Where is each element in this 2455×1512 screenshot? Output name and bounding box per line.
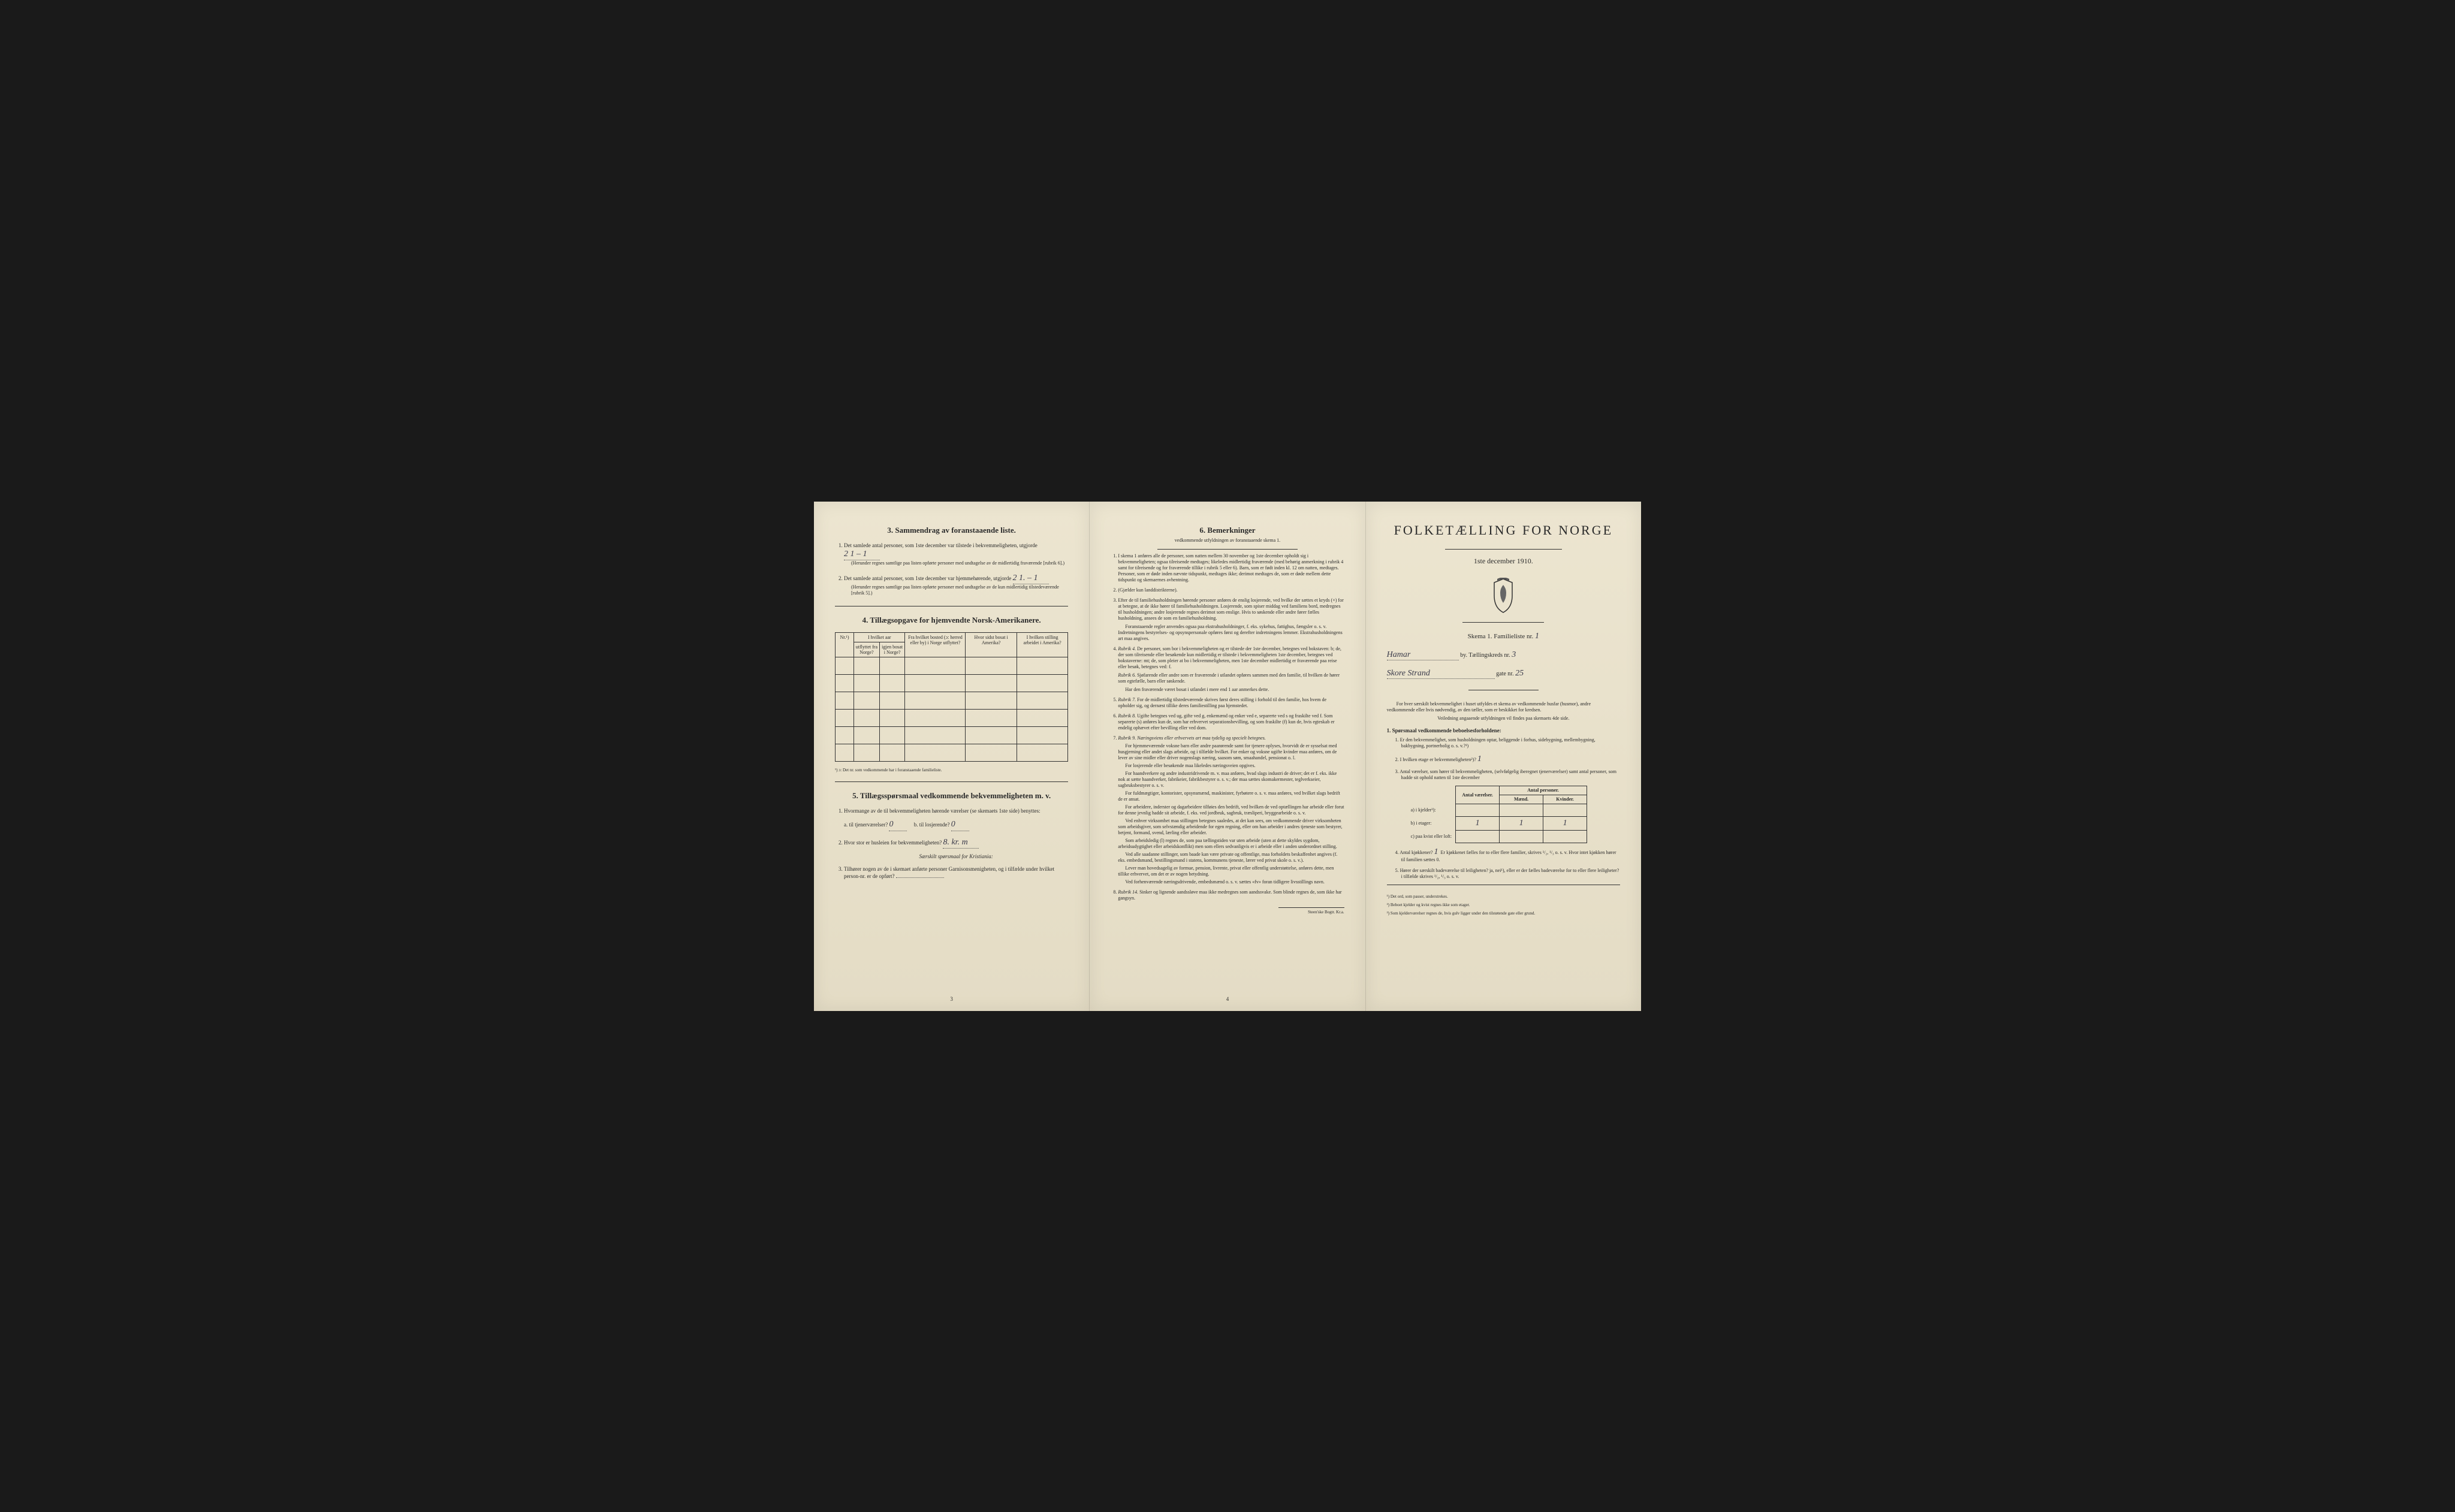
footnote-1: ¹) Det ord, som passer, understrekes. — [1387, 894, 1620, 899]
summary-2-text: Det samlede antal personer, som 1ste dec… — [844, 575, 1011, 581]
q3: 3. Antal værelser, som hører til bekvemm… — [1395, 769, 1620, 781]
section-1-title: 1. Spørsmaal vedkommende beboelsesforhol… — [1387, 728, 1620, 734]
q1: 1. Er den bekvemmelighet, som husholdnin… — [1395, 737, 1620, 749]
section-4-title: 4. Tillægsopgave for hjemvendte Norsk-Am… — [835, 615, 1068, 625]
table-row: c) paa kvist eller loft: — [1407, 830, 1587, 843]
table-row — [836, 674, 1068, 692]
skema-line: Skema 1. Familieliste nr. 1 — [1387, 632, 1620, 641]
emigrant-table: Nr.¹) I hvilket aar Fra hvilket bosted (… — [835, 632, 1068, 762]
col-nr: Nr.¹) — [836, 632, 854, 657]
intro-text: For hver særskilt bekvemmelighet i huset… — [1387, 701, 1620, 713]
page-4: 6. Bemerkninger vedkommende utfyldningen… — [1090, 502, 1365, 1011]
table-row — [836, 657, 1068, 674]
col-position: I hvilken stilling arbeidet i Amerika? — [1017, 632, 1067, 657]
q5-2-text: Hvor stor er husleien for bekvemmelighet… — [844, 840, 942, 846]
address-by: Hamar by. Tællingskreds nr. 3 — [1387, 650, 1620, 660]
page-number: 4 — [1226, 996, 1229, 1002]
note-3: Efter de til familiehusholdningen hørend… — [1118, 597, 1344, 642]
gate-name: Skore Strand — [1387, 669, 1495, 679]
col-from: Fra hvilket bosted (ɔ: herred eller by) … — [905, 632, 966, 657]
section-6-sub: vedkommende utfyldningen av foranstaaend… — [1111, 538, 1344, 543]
q5-2-value: 8. kr. m — [943, 837, 979, 849]
printer-mark: Steen'ske Bogtr. Kr.a. — [1278, 907, 1344, 915]
q2: 2. I hvilken etage er bekvemmeligheten²)… — [1395, 754, 1620, 765]
footnote-3: ³) Som kjelderværelser regnes de, hvis g… — [1387, 911, 1620, 916]
summary-1-value: 2 1 – 1 — [844, 549, 880, 560]
q4-value: 1 — [1434, 847, 1438, 856]
gate-nr: 25 — [1515, 669, 1524, 678]
q5-1a-value: 0 — [889, 819, 907, 831]
q5-3: Tilhører nogen av de i skemaet anførte p… — [844, 866, 1068, 880]
table-row — [836, 726, 1068, 744]
coat-of-arms-icon — [1387, 578, 1620, 615]
intro-note: Veiledning angaaende utfyldningen vil fi… — [1387, 716, 1620, 722]
q5-1a-label: a. til tjenerværelser? — [844, 822, 888, 828]
summary-1-note: (Herunder regnes samtlige paa listen opf… — [844, 560, 1068, 566]
main-title: FOLKETÆLLING FOR NORGE — [1387, 523, 1620, 538]
summary-item-2: Det samlede antal personer, som 1ste dec… — [844, 573, 1068, 597]
table-row: b) i etager: 1 1 1 — [1407, 817, 1587, 831]
q5-1-text: Hvormange av de til bekvemmeligheten hør… — [844, 808, 1040, 814]
summary-1-text: Det samlede antal personer, som 1ste dec… — [844, 542, 1038, 548]
census-date: 1ste december 1910. — [1387, 557, 1620, 566]
footnote-2: ²) Beboet kjelder og kvist regnes ikke s… — [1387, 903, 1620, 907]
q5-1b-value: 0 — [951, 819, 969, 831]
col-emigrated: utflyttet fra Norge? — [854, 642, 880, 657]
kreds-nr: 3 — [1512, 650, 1516, 659]
census-document: 3. Sammendrag av foranstaaende liste. De… — [814, 502, 1641, 1011]
col-returned: igjen bosat i Norge? — [879, 642, 905, 657]
col-last-america: Hvor sidst bosat i Amerika? — [966, 632, 1017, 657]
by-name: Hamar — [1387, 650, 1459, 660]
q5-2-note: Særskilt spørsmaal for Kristiania: — [844, 853, 1068, 861]
q5-3-text: Tilhører nogen av de i skemaet anførte p… — [844, 866, 1054, 879]
section-5-title: 5. Tillægsspørsmaal vedkommende bekvemme… — [835, 791, 1068, 801]
q2-value: 1 — [1477, 755, 1482, 763]
note-1: I skema 1 anføres alle de personer, som … — [1118, 553, 1344, 583]
section-6-title: 6. Bemerkninger — [1111, 526, 1344, 535]
q5: 5. Hører der særskilt badeværelse til le… — [1395, 868, 1620, 880]
table-row — [836, 744, 1068, 761]
section-3-title: 3. Sammendrag av foranstaaende liste. — [835, 526, 1068, 535]
note-8: Rubrik 14. Sinker og lignende aandssløve… — [1118, 889, 1344, 901]
table-footnote: ¹) ɔ: Det nr. som vedkommende har i fora… — [835, 768, 1068, 772]
table-row: a) i kjelder³): — [1407, 804, 1587, 817]
note-5: Rubrik 7. For de midlertidig tilstedevær… — [1118, 697, 1344, 709]
summary-2-value: 2 1. – 1 — [1013, 573, 1049, 584]
familieliste-nr: 1 — [1535, 632, 1539, 641]
q5-1: Hvormange av de til bekvemmeligheten hør… — [844, 808, 1068, 831]
note-7: Rubrik 9. Næringsviens eller erhvervets … — [1118, 735, 1344, 885]
note-2: (Gjælder kun landdistrikterne). — [1118, 587, 1344, 593]
summary-item-1: Det samlede antal personer, som 1ste dec… — [844, 542, 1068, 567]
page-number: 3 — [950, 996, 953, 1002]
rooms-table: Antal værelser. Antal personer. Mænd. Kv… — [1407, 786, 1587, 843]
page-front: FOLKETÆLLING FOR NORGE 1ste december 191… — [1366, 502, 1641, 1011]
note-4: Rubrik 4. De personer, som bor i bekvemm… — [1118, 646, 1344, 693]
q4: 4. Antal kjøkkener? 1 Er kjøkkenet fælle… — [1395, 847, 1620, 864]
q5-2: Hvor stor er husleien for bekvemmelighet… — [844, 837, 1068, 861]
col-year-group: I hvilket aar — [854, 632, 905, 642]
page-3: 3. Sammendrag av foranstaaende liste. De… — [814, 502, 1090, 1011]
q5-3-blank — [896, 877, 944, 878]
summary-2-note: (Herunder regnes samtlige paa listen opf… — [844, 584, 1068, 597]
q5-1b-label: b. til losjerende? — [914, 822, 950, 828]
note-6: Rubrik 8. Ugifte betegnes ved ug, gifte … — [1118, 713, 1344, 731]
table-row — [836, 709, 1068, 726]
address-gate: Skore Strand gate nr. 25 — [1387, 669, 1620, 679]
table-row — [836, 692, 1068, 709]
